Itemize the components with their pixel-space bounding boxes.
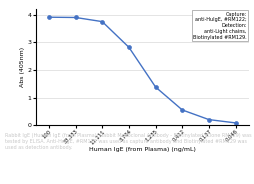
Text: Rabbit IgE (Human IgE (from Plasma)) Rabbit Monoclonal Antibody - Biotinylated (: Rabbit IgE (Human IgE (from Plasma)) Rab…	[5, 133, 252, 150]
Y-axis label: Abs (405nm): Abs (405nm)	[20, 47, 25, 87]
Text: Capture:
anti-HuIgE, #RM122;
Detection:
anti-Light chains,
Biotinylated #RM129.: Capture: anti-HuIgE, #RM122; Detection: …	[193, 12, 247, 40]
X-axis label: Human IgE (from Plasma) (ng/mL): Human IgE (from Plasma) (ng/mL)	[89, 147, 196, 152]
